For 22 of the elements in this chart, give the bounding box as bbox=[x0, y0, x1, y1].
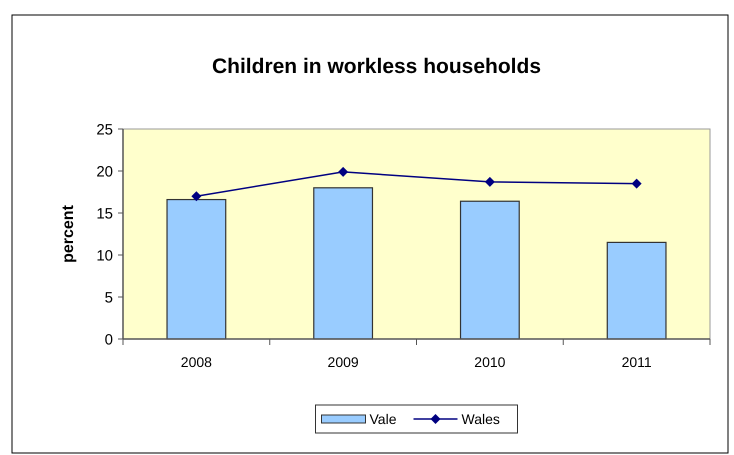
bar bbox=[606, 242, 667, 340]
y-tick-label: 20 bbox=[96, 163, 113, 180]
y-tick-label: 15 bbox=[96, 205, 113, 222]
x-tick-label: 2009 bbox=[328, 354, 359, 370]
x-tick-label: 2011 bbox=[622, 354, 652, 370]
y-tick-label: 0 bbox=[104, 331, 113, 348]
legend-label: Wales bbox=[462, 410, 500, 427]
point bbox=[632, 178, 642, 189]
x-tick-label: 2010 bbox=[474, 354, 506, 370]
point bbox=[484, 176, 495, 187]
y-tick-label: 10 bbox=[96, 247, 113, 264]
legend-label: Vale bbox=[370, 410, 397, 427]
bar bbox=[460, 200, 520, 340]
bar bbox=[313, 187, 374, 340]
x-tick-label: 2008 bbox=[180, 354, 212, 370]
y-tick-label: 25 bbox=[96, 121, 113, 138]
point bbox=[191, 191, 202, 202]
point bbox=[338, 166, 348, 177]
y-axis-title: percent bbox=[60, 204, 77, 263]
bar bbox=[166, 198, 226, 340]
chart-title: Children in workless households bbox=[212, 55, 542, 78]
y-tick-label: 5 bbox=[104, 289, 113, 306]
